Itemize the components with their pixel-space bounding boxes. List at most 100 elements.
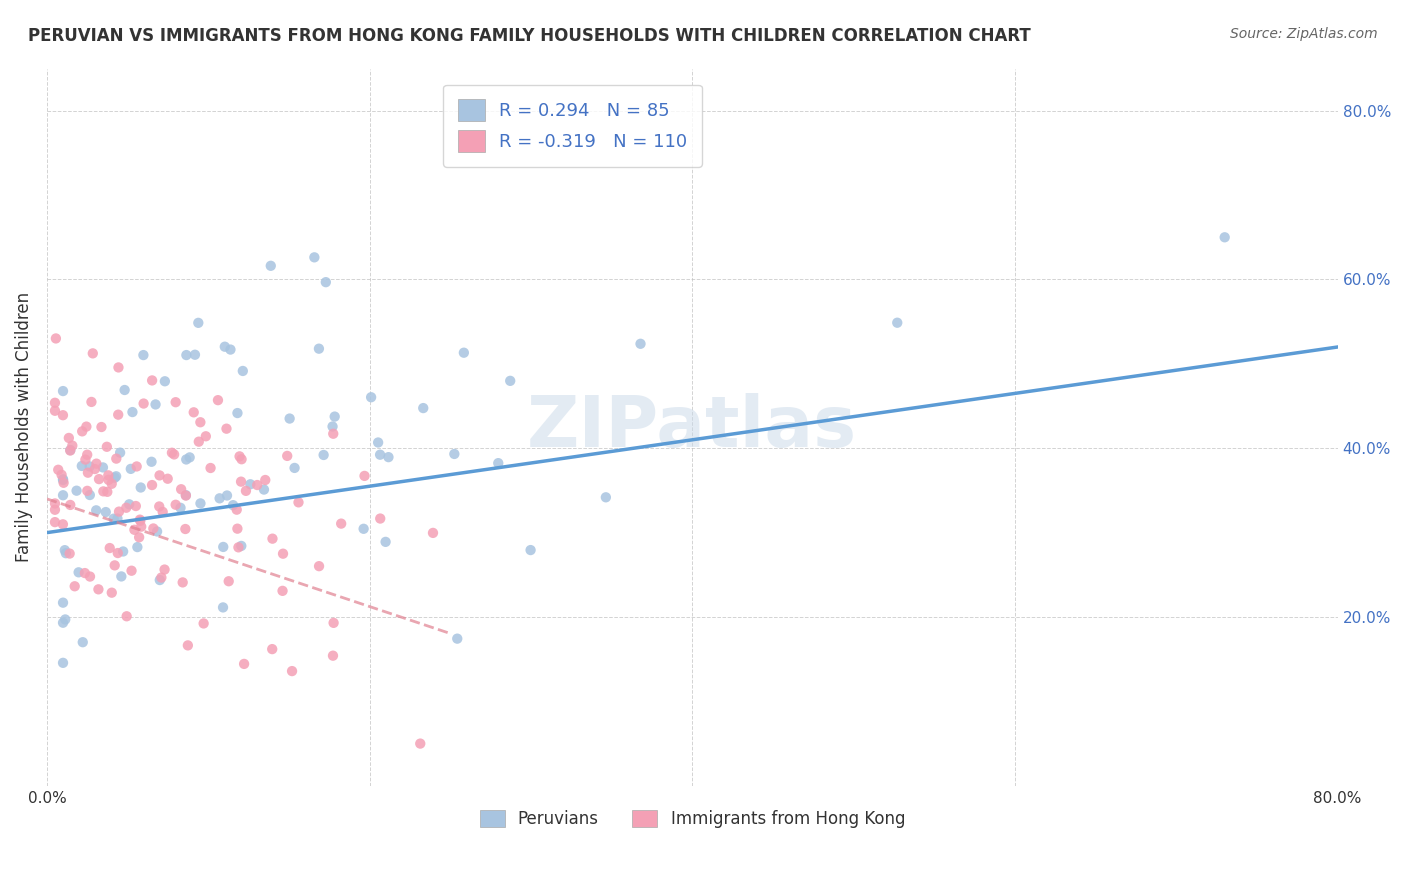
Point	[330, 516, 353, 531]
Point	[322, 615, 344, 630]
Point	[129, 481, 152, 495]
Point	[323, 409, 346, 424]
Point	[83, 462, 105, 476]
Point	[232, 364, 254, 378]
Point	[129, 513, 152, 527]
Point	[67, 566, 90, 580]
Point	[322, 419, 344, 434]
Point	[121, 564, 143, 578]
Point	[179, 450, 201, 465]
Text: Source: ZipAtlas.com: Source: ZipAtlas.com	[1230, 27, 1378, 41]
Point	[65, 483, 87, 498]
Point	[104, 471, 127, 485]
Point	[262, 642, 284, 657]
Point	[253, 483, 276, 497]
Point	[79, 569, 101, 583]
Point	[125, 459, 148, 474]
Point	[304, 250, 326, 264]
Point	[51, 467, 73, 482]
Point	[271, 583, 294, 598]
Point	[170, 482, 193, 496]
Point	[132, 396, 155, 410]
Point	[519, 543, 541, 558]
Point	[153, 374, 176, 388]
Point	[60, 439, 83, 453]
Point	[174, 488, 197, 502]
Point	[595, 491, 617, 505]
Point	[212, 600, 235, 615]
Point	[52, 517, 75, 532]
Point	[276, 449, 298, 463]
Point	[141, 373, 163, 387]
Point	[76, 483, 98, 498]
Point	[141, 478, 163, 492]
Point	[281, 664, 304, 678]
Point	[145, 397, 167, 411]
Point	[44, 396, 66, 410]
Point	[374, 534, 396, 549]
Point	[190, 496, 212, 510]
Point	[52, 472, 75, 486]
Point	[176, 348, 198, 362]
Point	[84, 503, 107, 517]
Point	[79, 459, 101, 474]
Point	[112, 544, 135, 558]
Point	[215, 489, 238, 503]
Point	[148, 468, 170, 483]
Point	[422, 525, 444, 540]
Point	[187, 434, 209, 449]
Point	[52, 596, 75, 610]
Point	[46, 463, 69, 477]
Point	[114, 383, 136, 397]
Point	[231, 539, 253, 553]
Point	[412, 401, 434, 415]
Point	[53, 612, 76, 626]
Point	[148, 500, 170, 514]
Point	[82, 346, 104, 360]
Point	[107, 511, 129, 525]
Point	[226, 406, 249, 420]
Point	[44, 403, 66, 417]
Point	[52, 615, 75, 630]
Point	[121, 405, 143, 419]
Point	[52, 488, 75, 502]
Point	[105, 469, 128, 483]
Point	[44, 515, 66, 529]
Point	[141, 455, 163, 469]
Point	[246, 478, 269, 492]
Point	[222, 498, 245, 512]
Point	[177, 639, 200, 653]
Point	[368, 511, 391, 525]
Point	[70, 458, 93, 473]
Point	[86, 457, 108, 471]
Point	[96, 484, 118, 499]
Point	[165, 498, 187, 512]
Point	[163, 447, 186, 461]
Point	[214, 340, 236, 354]
Point	[87, 472, 110, 486]
Point	[127, 540, 149, 554]
Point	[190, 415, 212, 429]
Point	[165, 395, 187, 409]
Point	[96, 440, 118, 454]
Point	[367, 435, 389, 450]
Point	[80, 395, 103, 409]
Point	[193, 616, 215, 631]
Point	[312, 448, 335, 462]
Point	[146, 524, 169, 539]
Point	[58, 431, 80, 445]
Point	[231, 452, 253, 467]
Point	[486, 456, 509, 470]
Point	[91, 460, 114, 475]
Point	[129, 519, 152, 533]
Point	[228, 541, 250, 555]
Point	[59, 547, 82, 561]
Point	[184, 348, 207, 362]
Point	[886, 316, 908, 330]
Point	[160, 446, 183, 460]
Point	[100, 476, 122, 491]
Text: ZIPatlas: ZIPatlas	[527, 392, 858, 462]
Point	[108, 445, 131, 459]
Point	[443, 447, 465, 461]
Point	[150, 570, 173, 584]
